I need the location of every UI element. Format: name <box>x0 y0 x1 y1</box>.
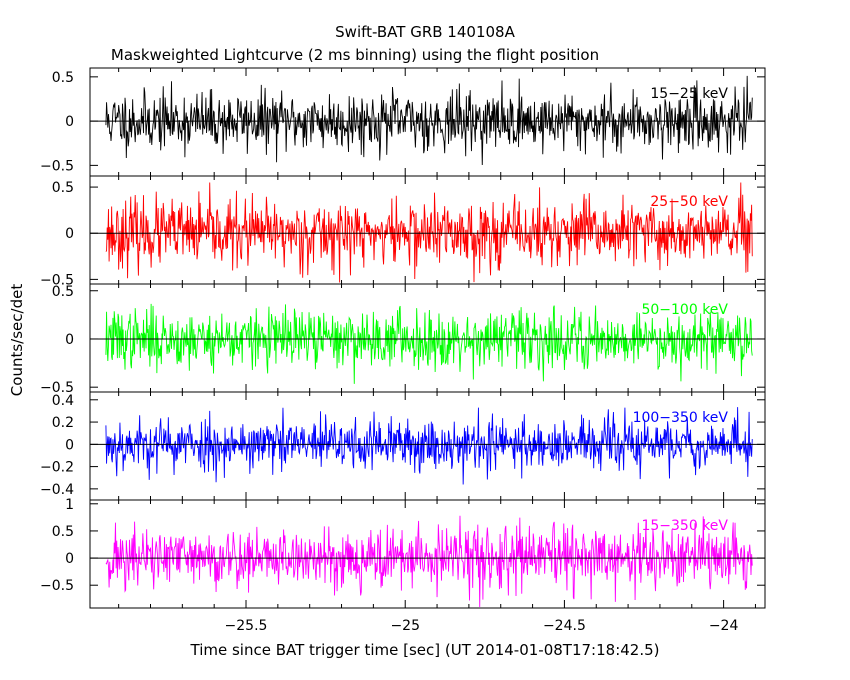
band-label: 50−100 keV <box>641 302 728 318</box>
panel-4: 100−350 keV −0.4 −0.2 0 0.2 0.4 <box>40 391 766 501</box>
x-tick-label: −25 <box>390 618 420 634</box>
series-line <box>105 515 753 607</box>
y-tick-label: −0.2 <box>40 460 74 476</box>
panel-frame <box>89 67 766 177</box>
y-tick-label: 0 <box>65 226 74 242</box>
y-axis-label: Counts/sec/det <box>8 284 26 397</box>
series-line <box>105 75 753 166</box>
panel-1: 15−25 keV −0.5 0 0.5 <box>40 67 766 177</box>
y-tick-label: −0.4 <box>40 482 74 498</box>
x-tick-label: −24 <box>709 618 739 634</box>
y-tick-label: 0 <box>65 437 74 453</box>
y-tick-label: 0.5 <box>52 180 74 196</box>
y-tick-label: −0.5 <box>40 380 74 396</box>
band-label: 15−350 keV <box>641 518 728 534</box>
y-tick-label: 0.5 <box>52 284 74 300</box>
y-tick-label: 0 <box>65 114 74 130</box>
chart-title: Swift-BAT GRB 140108A <box>335 23 515 41</box>
series-line <box>105 303 753 384</box>
x-tick-label: −24.5 <box>543 618 586 634</box>
panels-group: 15−25 keV−0.500.525−50 keV−0.500.550−100… <box>40 67 766 609</box>
band-label: 100−350 keV <box>633 410 729 426</box>
x-tick-label: −25.5 <box>225 618 268 634</box>
y-tick-label: −0.5 <box>40 272 74 288</box>
y-tick-label: 0.5 <box>52 70 74 86</box>
x-ticks-group: −25.5 −25 −24.5 −24 <box>225 618 739 634</box>
chart-subtitle: Maskweighted Lightcurve (2 ms binning) u… <box>111 46 599 64</box>
y-tick-label: 0.5 <box>52 524 74 540</box>
band-label: 15−25 keV <box>650 86 728 102</box>
band-label: 25−50 keV <box>650 194 728 210</box>
y-tick-label: 0.2 <box>52 415 74 431</box>
panel-3: 50−100 keV −0.5 0 0.5 <box>40 283 766 396</box>
panel-2: 25−50 keV −0.5 0 0.5 <box>40 175 766 288</box>
panel-frame <box>89 499 766 609</box>
y-tick-label: −0.5 <box>40 158 74 174</box>
y-tick-label: 0 <box>65 551 74 567</box>
y-tick-label: −0.5 <box>40 578 74 594</box>
y-tick-label: 1 <box>65 497 74 513</box>
y-tick-label: 0.4 <box>52 393 74 409</box>
series-line <box>105 407 753 485</box>
panel-5: 15−350 keV −0.5 0 0.5 1 <box>40 497 766 609</box>
y-tick-label: 0 <box>65 332 74 348</box>
series-line <box>105 182 753 283</box>
x-axis-label: Time since BAT trigger time [sec] (UT 20… <box>190 641 660 659</box>
